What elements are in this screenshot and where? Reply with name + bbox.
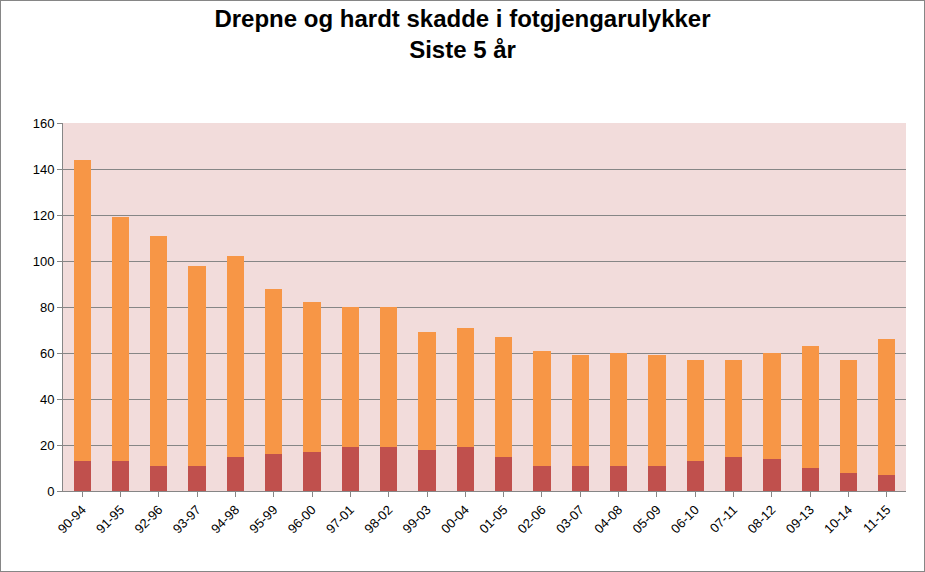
svg-text:02-06: 02-06 bbox=[515, 502, 549, 536]
svg-text:00-04: 00-04 bbox=[438, 502, 472, 536]
svg-text:91-95: 91-95 bbox=[93, 502, 127, 536]
svg-text:07-11: 07-11 bbox=[707, 502, 740, 535]
svg-text:01-05: 01-05 bbox=[476, 502, 510, 536]
svg-text:40: 40 bbox=[40, 392, 54, 407]
svg-text:20: 20 bbox=[40, 438, 54, 453]
svg-text:92-96: 92-96 bbox=[131, 502, 165, 536]
svg-text:95-99: 95-99 bbox=[246, 502, 280, 536]
svg-text:90-94: 90-94 bbox=[55, 502, 89, 536]
svg-text:97-01: 97-01 bbox=[323, 502, 357, 536]
svg-text:80: 80 bbox=[40, 300, 54, 315]
svg-text:09-13: 09-13 bbox=[783, 502, 817, 536]
svg-text:160: 160 bbox=[33, 116, 55, 131]
svg-text:140: 140 bbox=[33, 162, 55, 177]
svg-text:60: 60 bbox=[40, 346, 54, 361]
svg-text:0: 0 bbox=[47, 484, 54, 499]
svg-text:08-12: 08-12 bbox=[744, 502, 778, 536]
svg-text:94-98: 94-98 bbox=[208, 502, 242, 536]
svg-text:11-15: 11-15 bbox=[860, 502, 893, 535]
svg-text:98-02: 98-02 bbox=[361, 502, 395, 536]
svg-text:04-08: 04-08 bbox=[591, 502, 625, 536]
svg-text:93-97: 93-97 bbox=[170, 502, 204, 536]
svg-text:96-00: 96-00 bbox=[285, 502, 319, 536]
svg-text:99-03: 99-03 bbox=[400, 502, 434, 536]
svg-text:Drepne og hardt skadde i fotgj: Drepne og hardt skadde i fotgjengarulykk… bbox=[214, 5, 710, 63]
svg-text:100: 100 bbox=[33, 254, 55, 269]
svg-text:05-09: 05-09 bbox=[630, 502, 664, 536]
svg-text:06-10: 06-10 bbox=[668, 502, 702, 536]
svg-text:10-14: 10-14 bbox=[821, 502, 855, 536]
svg-text:03-07: 03-07 bbox=[553, 502, 587, 536]
svg-text:120: 120 bbox=[33, 208, 55, 223]
